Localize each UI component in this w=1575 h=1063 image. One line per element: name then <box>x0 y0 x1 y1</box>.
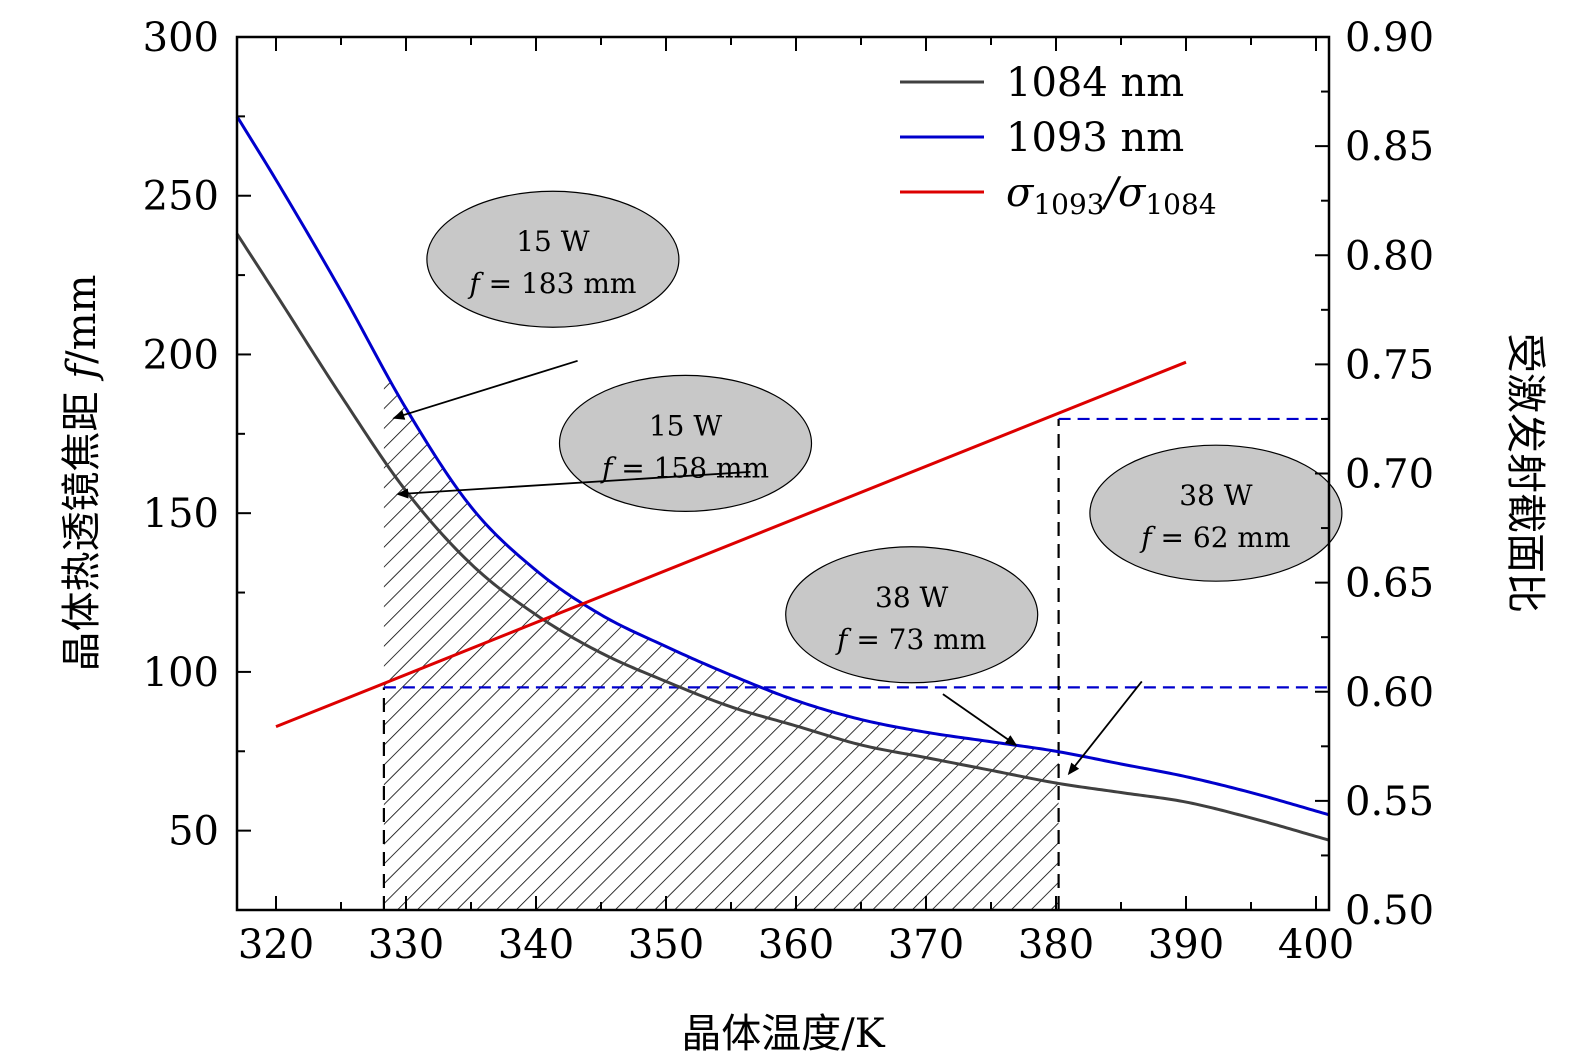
y-right-tick-label-0.75: 0.75 <box>1345 342 1434 388</box>
annotation-focal-4: f = 62 mm <box>1139 521 1290 554</box>
annotation-bubble-3 <box>785 546 1039 684</box>
annotation-power-1: 15 W <box>516 225 590 258</box>
y-right-tick-label-0.50: 0.50 <box>1345 888 1434 934</box>
x-tick-label-380: 380 <box>1018 922 1094 968</box>
x-tick-label-350: 350 <box>628 922 704 968</box>
annotation-bubble-4 <box>1089 444 1343 582</box>
series-line--1093-1084 <box>275 360 1187 729</box>
x-tick-label-390: 390 <box>1148 922 1224 968</box>
legend-label-2: 1093 nm <box>1006 115 1184 161</box>
annotation-arrow-1 <box>392 359 578 420</box>
y-right-tick-label-0.70: 0.70 <box>1345 452 1434 498</box>
y-right-tick-label-0.80: 0.80 <box>1345 233 1434 279</box>
annotation-power-2: 15 W <box>649 409 723 442</box>
x-axis-title: 晶体温度/K <box>681 1011 885 1057</box>
annotation-bubble-2 <box>558 374 813 512</box>
y-left-tick-label-300: 300 <box>143 15 219 61</box>
annotation-arrow-3 <box>942 693 1018 747</box>
y-axis-left-title: 晶体热透镜焦距 f/mm <box>59 275 105 672</box>
y-right-tick-label-0.90: 0.90 <box>1345 15 1434 61</box>
hatched-region <box>383 369 1059 910</box>
series-line-1084-nm <box>235 233 1330 842</box>
y-left-tick-label-250: 250 <box>143 174 219 220</box>
x-tick-label-370: 370 <box>888 922 964 968</box>
legend-label-1: 1084 nm <box>1006 60 1184 106</box>
y-axis-right-title: 受激发射截面比 <box>1502 333 1548 613</box>
annotation-focal-3: f = 73 mm <box>835 623 986 656</box>
annotation-power-3: 38 W <box>875 581 949 614</box>
y-right-tick-label-0.85: 0.85 <box>1345 124 1434 170</box>
annotation-bubble-1 <box>426 190 680 328</box>
y-left-tick-label-100: 100 <box>143 650 219 696</box>
y-right-tick-label-0.65: 0.65 <box>1345 561 1434 607</box>
x-tick-label-400: 400 <box>1278 922 1354 968</box>
y-right-tick-label-0.60: 0.60 <box>1345 670 1434 716</box>
annotation-arrow-2 <box>396 471 751 499</box>
x-tick-label-360: 360 <box>758 922 834 968</box>
y-right-tick-label-0.55: 0.55 <box>1345 779 1434 825</box>
x-tick-label-320: 320 <box>238 922 314 968</box>
annotation-arrow-4 <box>1067 680 1143 776</box>
y-left-tick-label-150: 150 <box>143 491 219 537</box>
legend-label-3: σ1093/σ1084 <box>1006 170 1217 221</box>
annotation-focal-1: f = 183 mm <box>467 267 636 300</box>
y-left-tick-label-50: 50 <box>168 809 219 855</box>
x-tick-label-330: 330 <box>368 922 444 968</box>
annotation-power-4: 38 W <box>1179 479 1253 512</box>
series-line-1093-nm <box>235 115 1330 817</box>
x-tick-label-340: 340 <box>498 922 574 968</box>
y-left-tick-label-200: 200 <box>143 332 219 378</box>
